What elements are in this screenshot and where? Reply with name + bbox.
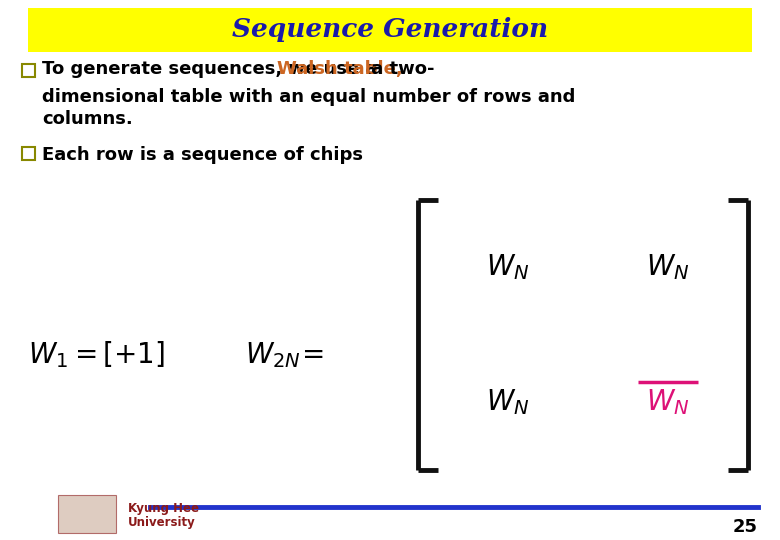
Text: $W_1 = \left[+1\right]$: $W_1 = \left[+1\right]$	[28, 340, 165, 370]
Text: University: University	[128, 516, 196, 529]
Text: a two-: a two-	[365, 60, 435, 78]
FancyBboxPatch shape	[22, 64, 35, 77]
FancyBboxPatch shape	[22, 147, 35, 160]
Text: Kyung Hee: Kyung Hee	[128, 502, 199, 515]
Text: $W_{2N}\!=\!$: $W_{2N}\!=\!$	[245, 340, 324, 370]
FancyBboxPatch shape	[58, 495, 116, 533]
Text: $W_N$: $W_N$	[647, 388, 690, 417]
Text: 25: 25	[733, 518, 758, 536]
Text: Walsh table,: Walsh table,	[277, 60, 403, 78]
Text: To generate sequences, we use a: To generate sequences, we use a	[42, 60, 384, 78]
Text: columns.: columns.	[42, 110, 133, 128]
Text: $W_N$: $W_N$	[647, 253, 690, 282]
Text: Each row is a sequence of chips: Each row is a sequence of chips	[42, 146, 363, 164]
Text: $W_N$: $W_N$	[486, 388, 530, 417]
Text: dimensional table with an equal number of rows and: dimensional table with an equal number o…	[42, 88, 576, 106]
FancyBboxPatch shape	[28, 8, 752, 52]
Text: $W_N$: $W_N$	[486, 253, 530, 282]
Text: Sequence Generation: Sequence Generation	[232, 17, 548, 43]
